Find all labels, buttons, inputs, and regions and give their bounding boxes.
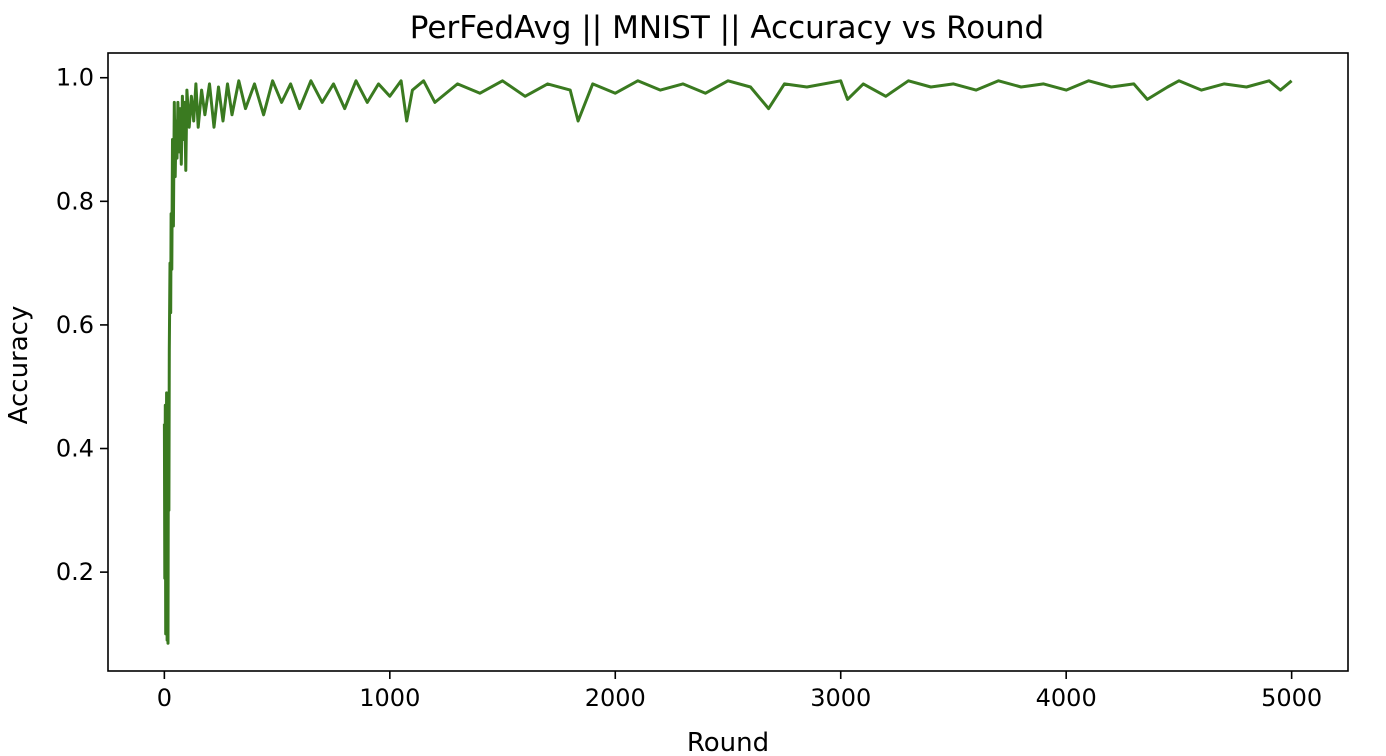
y-tick-label: 0.2 [56,558,94,586]
series-layer [162,79,1293,645]
x-tick-label: 5000 [1261,684,1322,712]
y-tick-label: 1.0 [56,64,94,92]
x-tick-label: 2000 [585,684,646,712]
x-tick-label: 1000 [359,684,420,712]
y-axis: 0.2 0.4 0.6 0.8 1.0 [56,64,108,586]
x-tick-label: 0 [157,684,172,712]
series-line-0 [162,79,1293,645]
x-axis-label: Round [687,728,769,756]
x-axis: 0 1000 2000 3000 4000 5000 [157,671,1322,712]
y-tick-label: 0.6 [56,311,94,339]
x-tick-label: 4000 [1036,684,1097,712]
y-axis-label: Accuracy [4,306,34,425]
y-tick-label: 0.8 [56,187,94,215]
chart-title: PerFedAvg || MNIST || Accuracy vs Round [410,10,1044,46]
y-tick-label: 0.4 [56,435,94,463]
plot-area-frame [107,52,1349,672]
x-tick-label: 3000 [810,684,871,712]
